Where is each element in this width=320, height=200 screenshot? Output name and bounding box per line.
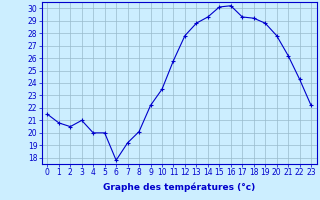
X-axis label: Graphe des températures (°c): Graphe des températures (°c) bbox=[103, 183, 255, 192]
